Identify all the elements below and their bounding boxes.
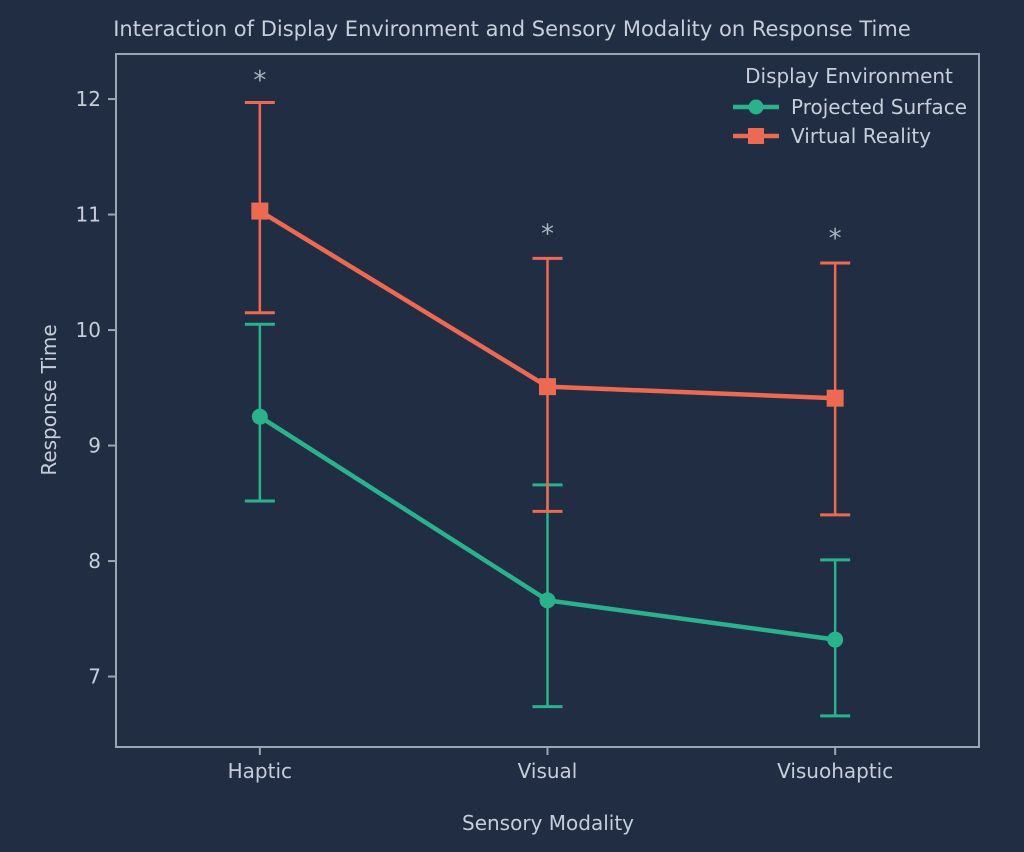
significance-asterisk: *: [829, 224, 842, 254]
series-projected-surface: [244, 322, 851, 718]
data-point-marker-circle: [251, 408, 268, 425]
data-point-marker-circle: [827, 631, 844, 648]
significance-asterisk: *: [541, 220, 554, 250]
data-point-marker-square: [251, 202, 269, 220]
line-square-marker-swatch: [733, 127, 780, 144]
x-axis-label: Sensory Modality: [462, 811, 634, 835]
y-tick-label: 11: [76, 203, 101, 227]
y-tick-label: 9: [88, 434, 101, 458]
x-tick-label: Haptic: [228, 759, 292, 783]
y-tick-label: 10: [76, 318, 101, 342]
legend-item-projected-surface: Projected Surface: [731, 92, 967, 121]
y-tick-label: 8: [88, 549, 101, 573]
y-tick-label: 7: [88, 665, 101, 689]
data-point-marker-square: [826, 389, 844, 407]
significance-asterisk: *: [253, 66, 266, 96]
y-tick-label: 12: [76, 87, 101, 111]
legend-label: Projected Surface: [791, 94, 967, 119]
line-circle-marker-swatch: [733, 99, 780, 114]
data-point-marker-square: [539, 378, 556, 396]
legend: Display Environment Projected Surface Vi…: [731, 64, 967, 150]
legend-title: Display Environment: [745, 64, 953, 88]
chart-title: Interaction of Display Environment and S…: [113, 17, 911, 41]
y-axis-label: Response Time: [37, 324, 61, 476]
legend-item-virtual-reality: Virtual Reality: [731, 121, 967, 150]
series-virtual-reality: [244, 101, 851, 517]
x-tick-label: Visuohaptic: [777, 759, 893, 783]
data-point-marker-circle: [539, 592, 556, 609]
legend-label: Virtual Reality: [791, 123, 932, 148]
x-tick-label: Visual: [518, 759, 578, 783]
